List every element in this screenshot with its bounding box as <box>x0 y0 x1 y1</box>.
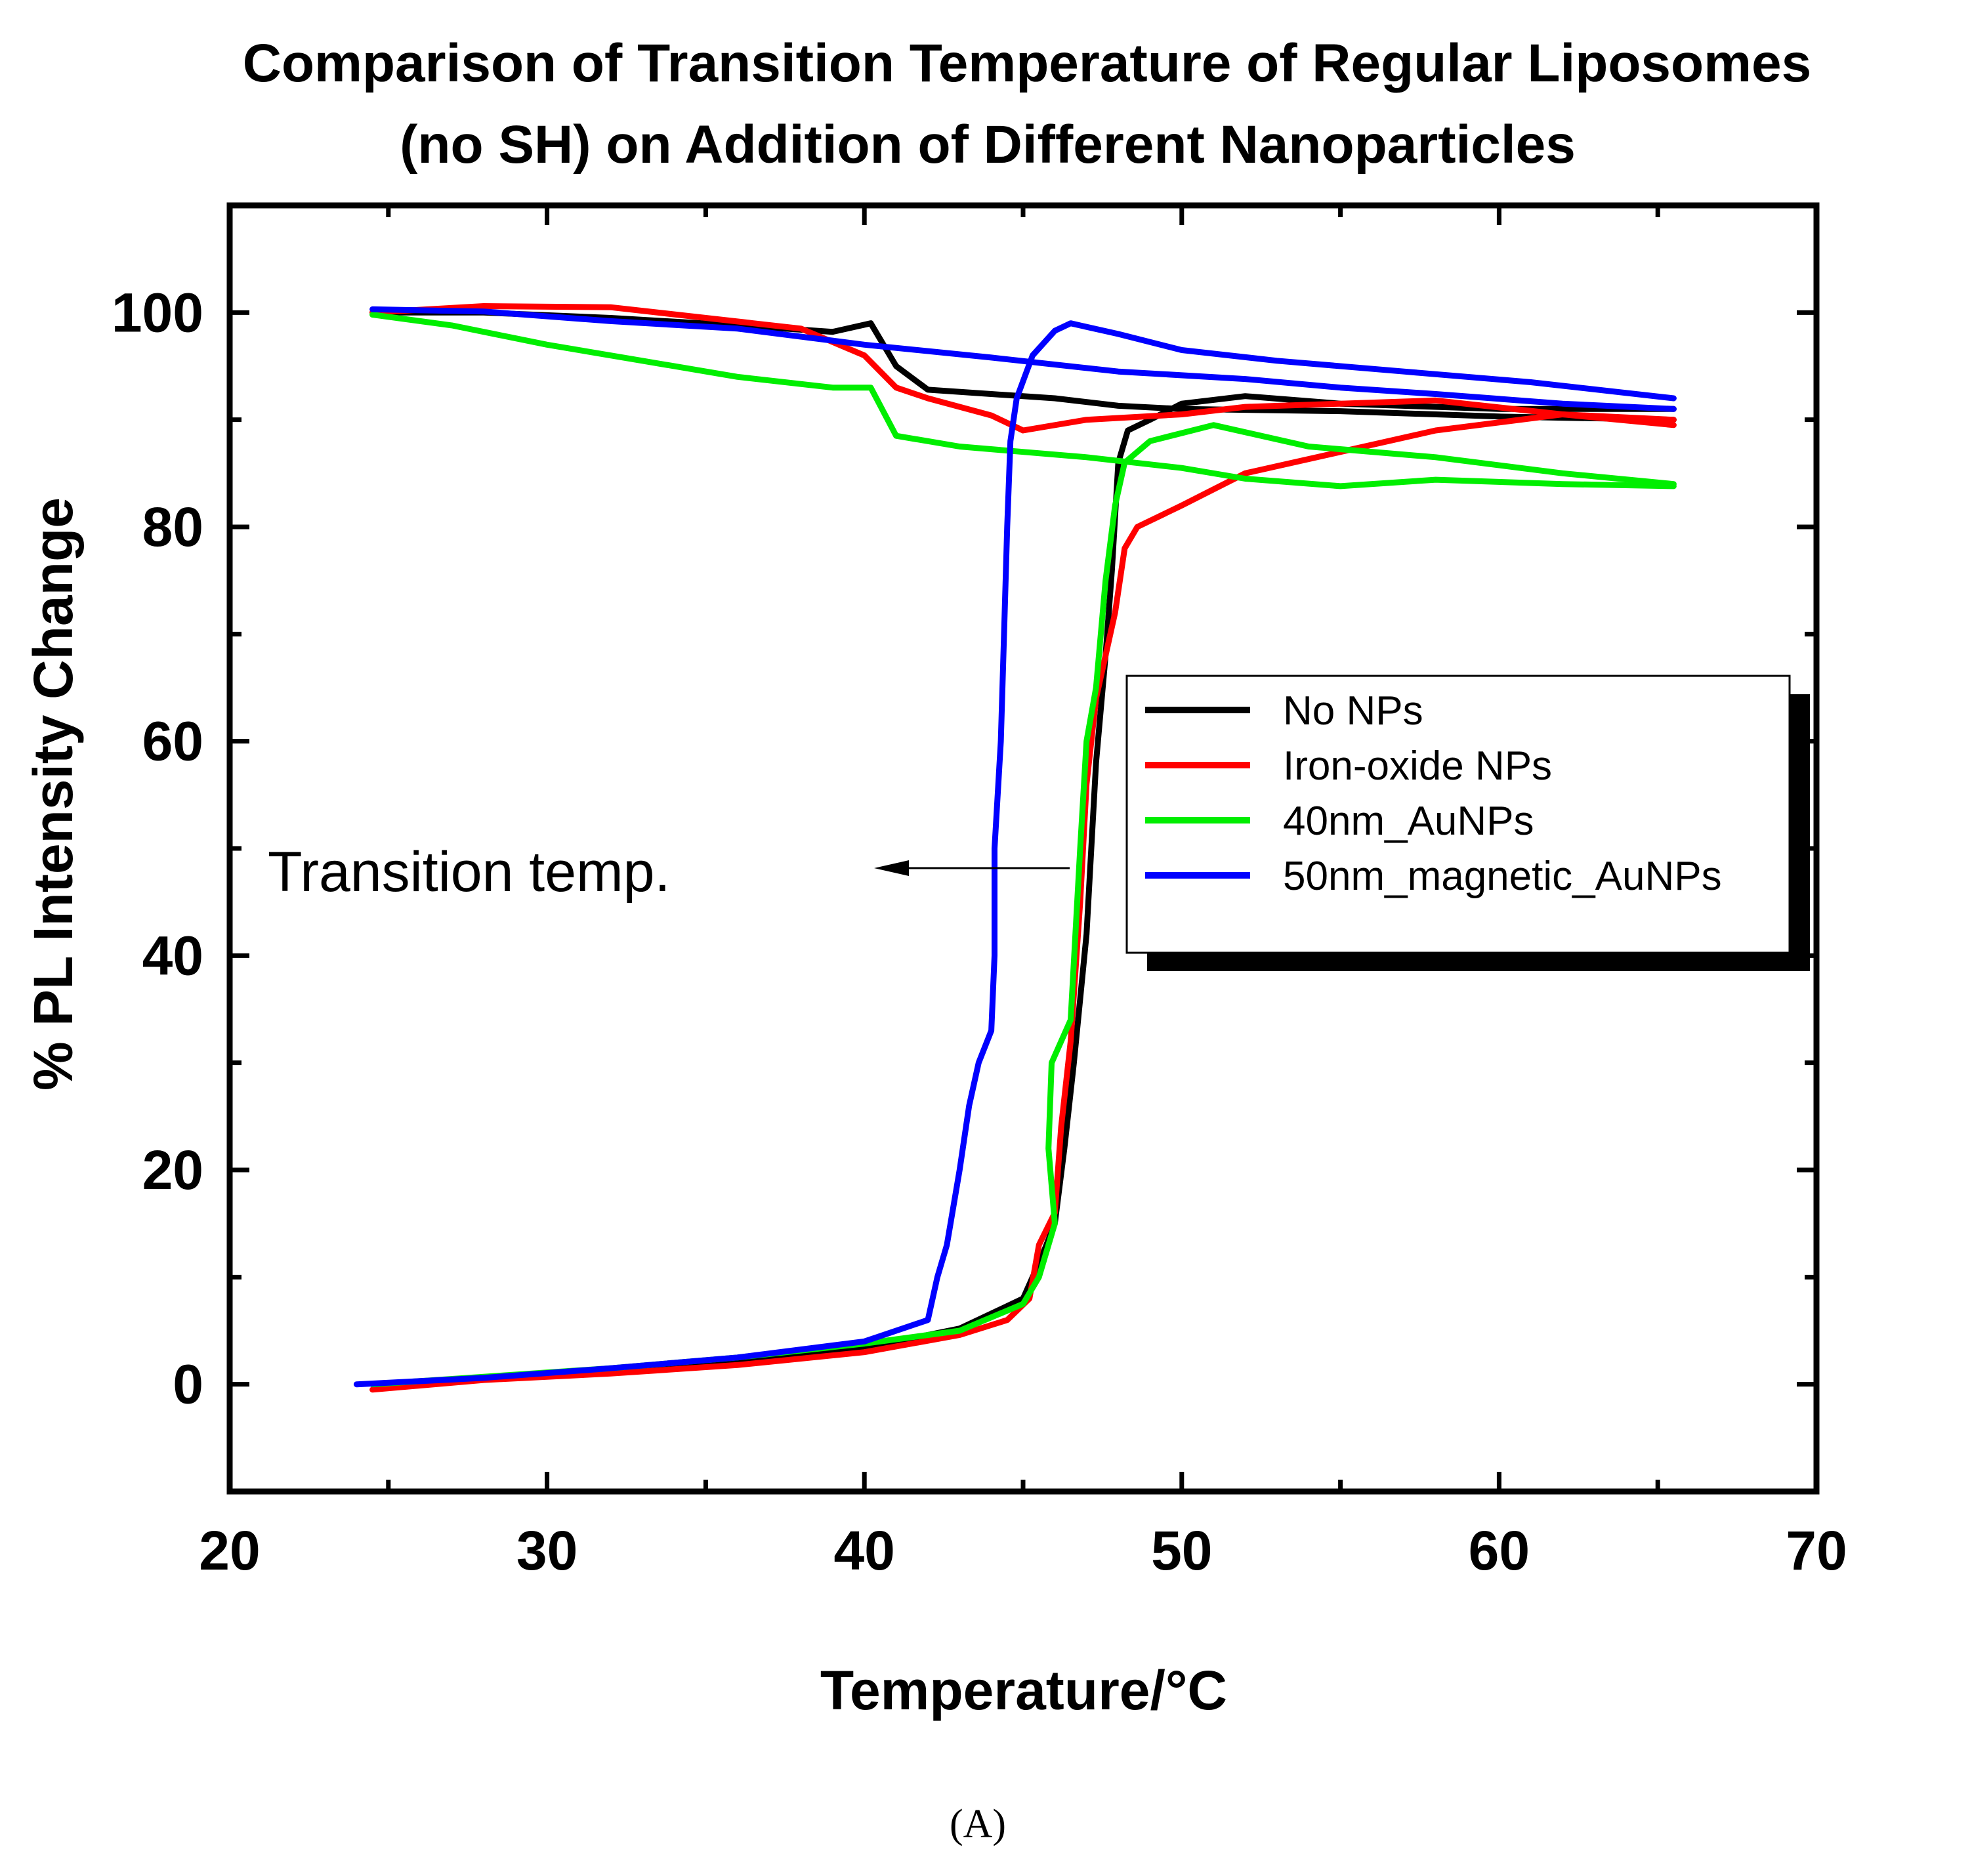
x-tick-label: 20 <box>199 1520 260 1581</box>
annotation-arrow-head <box>874 860 909 876</box>
y-tick-label: 100 <box>112 281 203 343</box>
legend-box <box>1125 675 1791 954</box>
legend-label: Iron-oxide NPs <box>1283 743 1552 789</box>
y-tick-label: 80 <box>142 496 203 558</box>
x-tick-label: 60 <box>1469 1520 1530 1581</box>
series-line-1-heating <box>369 411 1677 1393</box>
series-line-2-cooling <box>369 312 1677 490</box>
legend-label: No NPs <box>1283 688 1423 734</box>
x-tick-labels: 20 30 40 50 60 70 <box>199 1520 1847 1581</box>
legend-label: 50nm_magnetic_AuNPs <box>1283 854 1722 899</box>
chart-title-line1: Comparison of Transition Temperature of … <box>243 33 1812 93</box>
y-tick-label: 60 <box>142 711 203 772</box>
series-line-3-heating <box>353 320 1677 1388</box>
x-axis-label: Temperature/°C <box>820 1659 1227 1721</box>
y-tick-label: 20 <box>142 1139 203 1201</box>
y-tick-label: 40 <box>142 925 203 986</box>
x-tick-label: 30 <box>516 1520 577 1581</box>
y-tick-labels: 0 20 40 60 80 100 <box>112 281 203 1415</box>
transition-temp-annotation: Transition temp. <box>268 841 670 904</box>
x-tick-label: 50 <box>1151 1520 1212 1581</box>
x-tick-label: 70 <box>1786 1520 1847 1581</box>
series-line-0-cooling <box>369 309 1677 423</box>
legend: No NPs Iron-oxide NPs 40nm_AuNPs 50nm_magne… <box>1125 675 1810 971</box>
y-axis-label: % PL Intensity Change <box>22 497 84 1091</box>
x-tick-label: 40 <box>833 1520 894 1581</box>
figure-caption: (A) <box>950 1802 1006 1846</box>
legend-label: 40nm_AuNPs <box>1283 799 1534 844</box>
series-layer <box>353 303 1677 1393</box>
series-line-3-cooling <box>369 306 1677 412</box>
y-tick-label: 0 <box>173 1354 203 1415</box>
chart-title-line2: (no SH) on Addition of Different Nanopar… <box>400 115 1576 175</box>
series-line-1-cooling <box>369 303 1677 434</box>
series-line-0-heating <box>369 393 1677 1388</box>
